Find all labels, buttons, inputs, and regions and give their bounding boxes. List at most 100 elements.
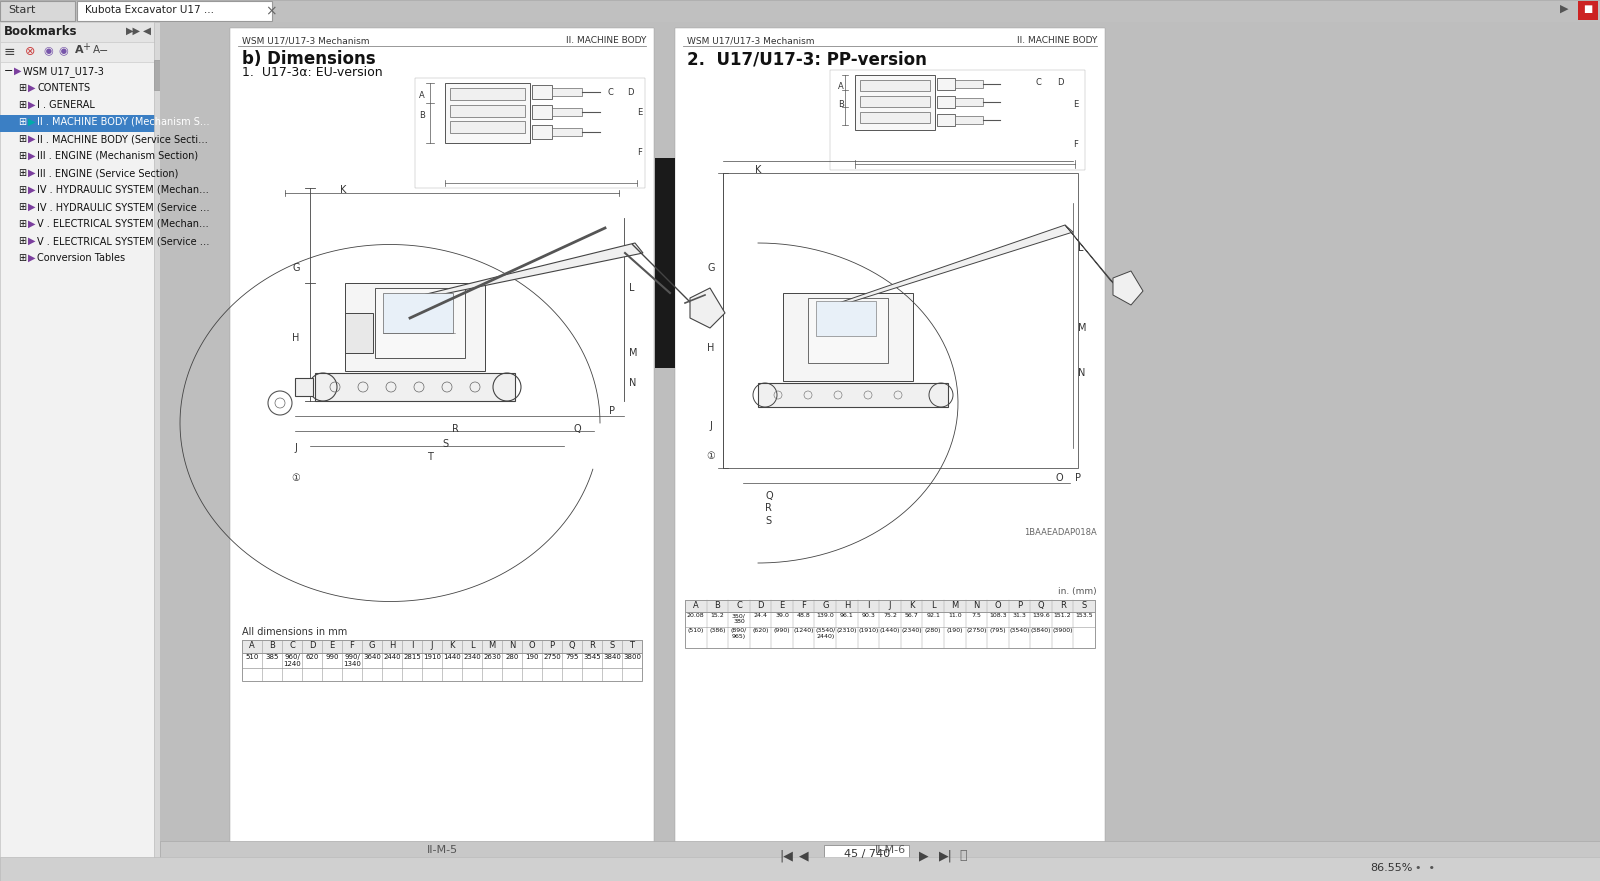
Text: K: K xyxy=(755,165,762,175)
Text: V . ELECTRICAL SYSTEM (Mechan…: V . ELECTRICAL SYSTEM (Mechan… xyxy=(37,219,208,229)
Bar xyxy=(955,116,982,124)
Text: A: A xyxy=(419,91,426,100)
Text: 965): 965) xyxy=(731,634,746,639)
Text: 620: 620 xyxy=(306,654,318,660)
Bar xyxy=(552,108,582,116)
Text: ⊞: ⊞ xyxy=(18,151,26,161)
Text: A: A xyxy=(75,45,83,55)
Bar xyxy=(824,845,909,863)
Text: 151.2: 151.2 xyxy=(1054,613,1072,618)
Text: •  •: • • xyxy=(1414,863,1435,873)
Bar xyxy=(816,301,877,336)
Text: N: N xyxy=(1078,368,1085,378)
Bar xyxy=(374,288,466,358)
Polygon shape xyxy=(824,225,1074,308)
Bar xyxy=(0,22,160,42)
Text: ▶: ▶ xyxy=(29,184,35,195)
Text: ◀: ◀ xyxy=(798,849,808,862)
Text: ⊞: ⊞ xyxy=(18,202,26,212)
Polygon shape xyxy=(690,288,725,328)
Text: A: A xyxy=(693,601,699,610)
Text: II . MACHINE BODY (Service Secti…: II . MACHINE BODY (Service Secti… xyxy=(37,134,208,144)
Text: ⊞: ⊞ xyxy=(18,236,26,246)
Bar xyxy=(552,88,582,96)
Bar xyxy=(242,628,246,640)
Text: J: J xyxy=(430,641,434,650)
Text: WSM U17/U17-3 Mechanism: WSM U17/U17-3 Mechanism xyxy=(242,36,370,45)
Text: ▶: ▶ xyxy=(29,151,35,160)
Text: ▶: ▶ xyxy=(29,235,35,246)
Text: ⊞: ⊞ xyxy=(18,185,26,195)
Bar xyxy=(938,96,955,108)
Text: ◉: ◉ xyxy=(43,46,53,56)
Text: G: G xyxy=(368,641,376,650)
Text: 139.6: 139.6 xyxy=(1032,613,1050,618)
Text: M: M xyxy=(629,348,637,358)
Text: R: R xyxy=(453,424,459,434)
Text: (190): (190) xyxy=(947,628,963,633)
Text: (3540): (3540) xyxy=(1010,628,1030,633)
Text: IV . HYDRAULIC SYSTEM (Mechan…: IV . HYDRAULIC SYSTEM (Mechan… xyxy=(37,185,210,195)
Text: +: + xyxy=(82,42,90,52)
Text: P: P xyxy=(1075,473,1082,483)
Text: 2750: 2750 xyxy=(542,654,562,660)
Text: Conversion Tables: Conversion Tables xyxy=(37,253,125,263)
Text: ⊗: ⊗ xyxy=(26,45,35,58)
Text: R: R xyxy=(589,641,595,650)
Text: S: S xyxy=(1082,601,1086,610)
Text: P: P xyxy=(610,406,614,416)
Text: 2815: 2815 xyxy=(403,654,421,660)
Text: ▶: ▶ xyxy=(29,134,35,144)
Bar xyxy=(938,78,955,90)
Polygon shape xyxy=(390,243,643,303)
Text: N: N xyxy=(629,378,637,388)
Text: 1BAAEADAP018A: 1BAAEADAP018A xyxy=(1024,528,1098,537)
Text: M: M xyxy=(488,641,496,650)
Text: N: N xyxy=(509,641,515,650)
Text: IV . HYDRAULIC SYSTEM (Service …: IV . HYDRAULIC SYSTEM (Service … xyxy=(37,202,210,212)
Text: 56.7: 56.7 xyxy=(904,613,918,618)
Bar xyxy=(782,293,914,381)
Text: (1240): (1240) xyxy=(794,628,814,633)
Text: ⊞: ⊞ xyxy=(18,168,26,178)
Text: ▶: ▶ xyxy=(29,202,35,211)
Bar xyxy=(450,88,525,100)
Text: C: C xyxy=(606,88,613,97)
Bar xyxy=(0,22,160,881)
Bar xyxy=(294,378,314,396)
Text: Start: Start xyxy=(8,5,35,15)
Text: 139.0: 139.0 xyxy=(816,613,834,618)
Text: 31.3: 31.3 xyxy=(1013,613,1027,618)
Text: ⊞: ⊞ xyxy=(18,100,26,110)
Text: (510): (510) xyxy=(688,628,704,633)
Text: |◀: |◀ xyxy=(779,849,794,862)
Text: C: C xyxy=(290,641,294,650)
Text: Bookmarks: Bookmarks xyxy=(3,25,77,38)
Text: ◉: ◉ xyxy=(58,46,67,56)
Text: 153.5: 153.5 xyxy=(1075,613,1093,618)
Text: 20.08: 20.08 xyxy=(686,613,704,618)
Bar xyxy=(0,1,75,21)
Text: I: I xyxy=(867,601,870,610)
Bar xyxy=(242,640,642,681)
Text: Q: Q xyxy=(574,424,582,434)
Text: S: S xyxy=(765,516,771,526)
Bar xyxy=(685,600,1094,648)
Text: b) Dimensions: b) Dimensions xyxy=(242,50,376,68)
Bar xyxy=(0,0,1600,22)
Text: 2630: 2630 xyxy=(483,654,501,660)
Text: ■: ■ xyxy=(1582,4,1592,14)
Text: 48.8: 48.8 xyxy=(797,613,811,618)
Bar xyxy=(531,125,552,139)
Text: 960/: 960/ xyxy=(285,654,299,660)
Bar xyxy=(0,857,1600,881)
Text: (3900): (3900) xyxy=(1053,628,1074,633)
Text: T: T xyxy=(427,452,434,462)
Text: 990: 990 xyxy=(325,654,339,660)
Text: Q: Q xyxy=(1038,601,1045,610)
Text: 2440: 2440 xyxy=(382,654,402,660)
Bar xyxy=(723,173,1078,468)
Bar xyxy=(861,80,930,91)
Text: L: L xyxy=(629,283,635,293)
Bar xyxy=(346,283,485,371)
